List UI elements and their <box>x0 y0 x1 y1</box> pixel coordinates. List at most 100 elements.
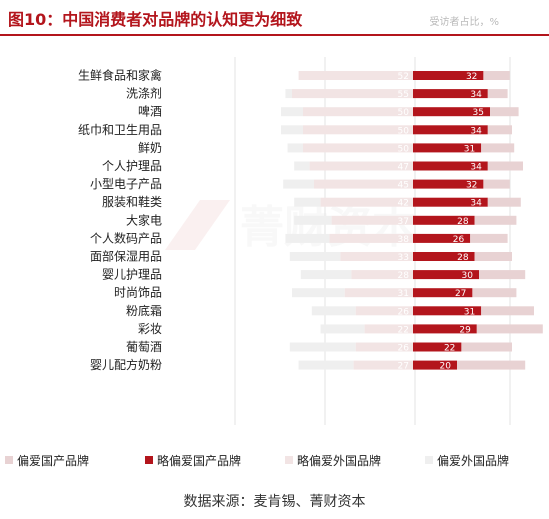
bar-slight-domestic <box>413 107 490 117</box>
legend-label: 略偏爱外国品牌 <box>297 453 381 468</box>
data-label-slight-domestic: 26 <box>453 235 465 245</box>
bar-strong-domestic <box>461 342 512 352</box>
bar-strong-foreign <box>320 324 365 334</box>
bar-slight-foreign <box>364 324 413 334</box>
data-label-slight-foreign: 47 <box>398 163 409 173</box>
bar-strong-foreign <box>294 161 310 171</box>
category-label: 婴儿护理品 <box>102 268 162 282</box>
data-label-slight-foreign: 38 <box>398 235 410 245</box>
chart: 生鲜食品和家禽 52 32 洗涤剂 55 34 啤酒 50 35 纸巾和卫生用品 50 34 鲜奶 50 3… <box>5 57 543 468</box>
category-label: 鲜奶 <box>138 141 162 155</box>
bar-strong-domestic <box>474 215 517 225</box>
bar-slight-foreign <box>292 89 413 99</box>
category-label: 纸巾和卫生用品 <box>78 123 162 137</box>
bar-slight-foreign <box>353 360 413 370</box>
data-label-slight-foreign: 50 <box>398 126 410 136</box>
bar-strong-domestic <box>481 306 534 316</box>
legend-swatch <box>5 456 13 464</box>
category-label: 面部保湿用品 <box>90 249 162 264</box>
bar-slight-domestic <box>413 215 475 225</box>
bar-slight-domestic <box>413 161 488 171</box>
bar-strong-foreign <box>285 89 292 99</box>
legend-label: 略偏爱国产品牌 <box>157 453 241 468</box>
bar-strong-domestic <box>474 252 512 261</box>
bar-slight-domestic <box>413 360 457 370</box>
bar-slight-domestic <box>413 89 488 99</box>
data-label-slight-foreign: 52 <box>398 72 409 82</box>
data-label-slight-foreign: 28 <box>398 271 410 281</box>
bar-slight-foreign <box>309 161 413 171</box>
bar-strong-foreign <box>298 360 354 370</box>
category-label: 葡萄酒 <box>126 340 162 354</box>
category-label: 大家电 <box>126 212 162 227</box>
bar-strong-domestic <box>479 270 526 280</box>
bar-strong-domestic <box>487 161 523 171</box>
bar-strong-domestic <box>481 143 515 153</box>
bar-slight-foreign <box>298 71 413 80</box>
source-note: 数据来源：麦肯锡、菁财资本 <box>183 494 366 510</box>
legend-swatch <box>425 456 433 464</box>
data-label-slight-domestic: 32 <box>466 181 477 191</box>
legend-swatch <box>285 456 293 464</box>
bar-slight-domestic <box>413 71 484 80</box>
data-label-slight-foreign: 42 <box>398 199 409 209</box>
bar-slight-domestic <box>413 252 475 261</box>
bar-strong-foreign <box>294 215 332 225</box>
category-label: 彩妆 <box>138 322 162 336</box>
chart-title: 图10：中国消费者对品牌的认知更为细致 <box>8 10 303 29</box>
legend-item: 略偏爱国产品牌 <box>145 453 241 468</box>
data-label-slight-foreign: 37 <box>398 217 409 227</box>
bar-strong-domestic <box>487 197 521 207</box>
bar-slight-foreign <box>303 107 413 117</box>
bar-strong-domestic <box>487 125 512 135</box>
bar-slight-foreign <box>314 179 413 189</box>
bar-slight-foreign <box>303 143 413 153</box>
bar-strong-foreign <box>283 179 314 189</box>
category-label: 生鲜食品和家禽 <box>78 68 162 83</box>
data-label-slight-foreign: 22 <box>398 325 409 335</box>
bar-strong-domestic <box>457 360 526 370</box>
data-label-slight-domestic: 28 <box>457 253 469 263</box>
bar-strong-foreign <box>289 252 341 261</box>
legend: 偏爱国产品牌 略偏爱国产品牌 略偏爱外国品牌 偏爱外国品牌 <box>5 453 509 468</box>
bar-strong-foreign <box>294 197 321 207</box>
legend-label: 偏爱外国品牌 <box>437 453 509 468</box>
data-label-slight-domestic: 32 <box>466 72 477 82</box>
data-label-slight-domestic: 31 <box>464 144 475 154</box>
data-label-slight-domestic: 20 <box>440 362 452 372</box>
bar-slight-foreign <box>303 125 413 135</box>
bar-slight-foreign <box>344 288 413 298</box>
category-label: 时尚饰品 <box>114 286 162 300</box>
bar-slight-foreign <box>351 270 413 280</box>
data-label-slight-foreign: 26 <box>398 344 410 354</box>
data-label-slight-domestic: 27 <box>455 289 466 299</box>
bar-slight-domestic <box>413 143 482 153</box>
category-label: 服装和鞋类 <box>102 194 162 209</box>
bar-slight-domestic <box>413 288 473 298</box>
data-label-slight-foreign: 31 <box>398 289 409 299</box>
watermark-logo: 菁财资本 <box>165 200 416 253</box>
category-label: 啤酒 <box>138 104 162 119</box>
bars <box>281 71 543 370</box>
bar-strong-foreign <box>287 143 303 153</box>
bar-strong-foreign <box>289 342 356 352</box>
bar-slight-domestic <box>413 125 488 135</box>
bar-strong-domestic <box>472 288 517 298</box>
bar-slight-foreign <box>355 306 413 316</box>
data-label-slight-domestic: 34 <box>470 163 482 173</box>
data-label-slight-foreign: 50 <box>398 144 410 154</box>
data-label-slight-foreign: 27 <box>398 362 409 372</box>
data-label-slight-domestic: 35 <box>473 108 484 118</box>
bar-strong-foreign <box>285 233 330 243</box>
svg-text:菁财资本: 菁财资本 <box>240 202 416 253</box>
bar-strong-foreign <box>281 125 303 135</box>
data-label-slight-domestic: 30 <box>462 271 474 281</box>
bar-strong-domestic <box>470 233 508 243</box>
category-label: 粉底霜 <box>126 303 162 318</box>
bar-strong-foreign <box>281 107 303 117</box>
bar-slight-foreign <box>340 252 413 261</box>
data-label-slight-domestic: 31 <box>464 307 475 317</box>
data-label-slight-domestic: 29 <box>459 325 471 335</box>
bar-slight-domestic <box>413 342 462 352</box>
data-label-slight-domestic: 34 <box>470 90 482 100</box>
